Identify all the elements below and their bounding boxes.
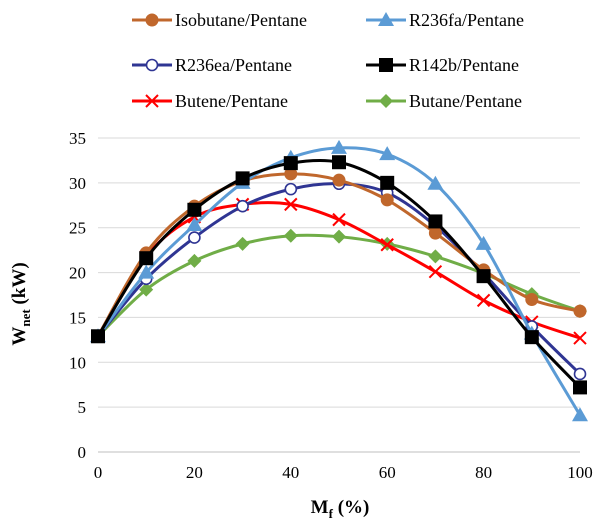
data-point	[476, 269, 491, 284]
y-axis-title: Wnet (kW)	[9, 262, 33, 345]
legend: Isobutane/Pentane R236fa/Pentane R236ea/Pe…	[132, 10, 524, 111]
series-layer	[90, 139, 588, 422]
data-point	[284, 197, 298, 212]
legend-swatch-marker	[379, 58, 393, 72]
legend-label: Isobutane/Pentane	[175, 10, 307, 30]
legend-item: R236ea/Pentane	[132, 55, 292, 75]
data-point	[428, 264, 443, 279]
data-point	[283, 156, 298, 171]
legend-item: R142b/Pentane	[366, 55, 519, 75]
x-axis-title-main: M	[311, 497, 329, 518]
x-axis-title-sub: f	[329, 506, 334, 521]
y-tick-label: 15	[69, 308, 86, 327]
legend-label: Butene/Pentane	[175, 91, 288, 111]
data-point	[235, 236, 250, 251]
data-point	[187, 253, 202, 268]
data-point	[525, 292, 539, 306]
axes: 0 5 10 15 20 25 30 35 0 20 40 60 80 100	[69, 129, 593, 482]
legend-swatch-marker	[145, 94, 159, 108]
data-point	[379, 146, 396, 161]
x-tick-label: 60	[379, 463, 396, 482]
legend-swatch-marker	[145, 13, 159, 27]
y-axis-title-rest: (kW)	[9, 262, 30, 309]
legend-item: R236fa/Pentane	[366, 10, 524, 30]
data-point	[380, 238, 394, 252]
y-tick-label: 5	[78, 398, 87, 417]
series-line	[96, 182, 582, 376]
data-point	[138, 264, 155, 279]
data-point	[380, 175, 395, 190]
data-point	[475, 235, 492, 250]
legend-label: R142b/Pentane	[409, 55, 519, 75]
x-axis-title: Mf (%)	[311, 497, 370, 521]
data-point	[187, 202, 202, 217]
data-point	[139, 282, 154, 297]
legend-swatch-marker	[145, 58, 159, 72]
series-R142b/Pentane	[91, 155, 587, 395]
y-axis-title-sub: net	[18, 309, 33, 327]
legend-label: R236fa/Pentane	[409, 10, 524, 30]
data-point	[572, 407, 588, 422]
legend-item: Butene/Pentane	[132, 91, 288, 111]
x-tick-label: 20	[186, 463, 203, 482]
legend-swatch-marker	[378, 12, 394, 26]
y-tick-label: 0	[78, 443, 87, 462]
data-point	[573, 367, 587, 381]
y-tick-label: 25	[69, 219, 86, 238]
data-point	[332, 229, 346, 244]
data-point	[331, 139, 347, 154]
y-tick-label: 10	[69, 353, 86, 372]
data-point	[332, 212, 346, 227]
data-point	[427, 175, 444, 190]
data-point	[332, 173, 346, 187]
data-point	[188, 231, 201, 244]
legend-label: Butane/Pentane	[409, 91, 522, 111]
data-point	[524, 330, 539, 345]
series-Butane/Pentane	[91, 228, 587, 344]
y-tick-label: 20	[69, 264, 86, 283]
data-point	[573, 304, 587, 318]
data-point	[573, 380, 587, 395]
x-tick-label: 0	[94, 463, 103, 482]
data-point	[235, 171, 250, 186]
series-R236ea/Pentane	[91, 177, 587, 381]
series-Butene/Pentane	[91, 197, 587, 345]
y-tick-label: 35	[69, 129, 86, 148]
data-point	[573, 331, 587, 345]
data-point	[428, 249, 443, 264]
x-tick-label: 40	[282, 463, 299, 482]
legend-item: Isobutane/Pentane	[132, 10, 307, 30]
legend-swatch-marker	[379, 94, 393, 108]
data-point	[428, 214, 443, 229]
x-tick-label: 100	[567, 463, 593, 482]
data-point	[428, 226, 442, 240]
data-point	[380, 193, 394, 207]
data-point	[236, 199, 249, 213]
y-tick-label: 30	[69, 174, 86, 193]
data-point	[283, 228, 298, 243]
data-point	[284, 182, 298, 196]
data-point	[91, 329, 105, 344]
x-axis-title-rest: (%)	[333, 497, 369, 518]
data-point	[186, 217, 203, 232]
data-point	[476, 293, 491, 308]
series-Isobutane/Pentane	[91, 167, 587, 343]
legend-label: R236ea/Pentane	[175, 55, 292, 75]
data-point	[139, 251, 154, 266]
legend-item: Butane/Pentane	[366, 91, 522, 111]
x-tick-label: 80	[475, 463, 492, 482]
y-axis-title-main: W	[9, 327, 30, 346]
data-point	[332, 155, 346, 170]
